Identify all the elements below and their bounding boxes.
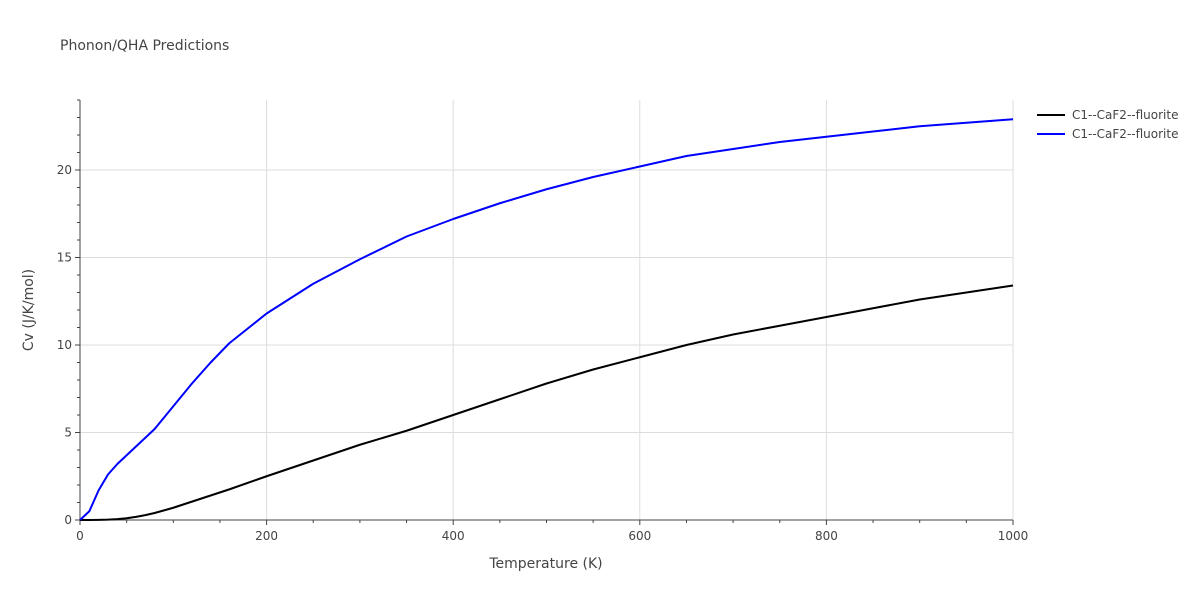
x-tick-label: 600 (628, 529, 651, 543)
grid (80, 100, 1014, 520)
x-tick-label: 400 (442, 529, 465, 543)
x-tick-label: 200 (255, 529, 278, 543)
legend-item-1[interactable]: C1--CaF2--fluorite (1037, 127, 1178, 141)
series-line-1 (79, 118, 1014, 521)
legend-label: C1--CaF2--fluorite (1072, 127, 1178, 141)
legend[interactable]: C1--CaF2--fluorite C1--CaF2--fluorite (1037, 108, 1178, 141)
y-tick-label: 5 (64, 426, 72, 440)
x-tick-label: 1000 (998, 529, 1029, 543)
legend-label: C1--CaF2--fluorite (1072, 108, 1178, 122)
axes: 0 200 400 600 800 1000 0 5 10 15 20 (57, 99, 1029, 543)
x-tick-label: 0 (76, 529, 84, 543)
legend-item-0[interactable]: C1--CaF2--fluorite (1037, 108, 1178, 122)
x-tick-label: 800 (815, 529, 838, 543)
x-axis-title: Temperature (K) (488, 556, 602, 572)
series-line-0 (79, 284, 1014, 521)
y-tick-label: 20 (57, 163, 72, 177)
y-tick-label: 0 (64, 513, 72, 527)
y-tick-label: 15 (57, 251, 72, 265)
labels: Phonon/QHA Predictions Temperature (K) C… (21, 38, 603, 572)
chart-title: Phonon/QHA Predictions (60, 38, 229, 54)
y-axis-title: Cv (J/K/mol) (21, 269, 37, 351)
plot-area (79, 118, 1014, 521)
y-tick-label: 10 (57, 338, 72, 352)
